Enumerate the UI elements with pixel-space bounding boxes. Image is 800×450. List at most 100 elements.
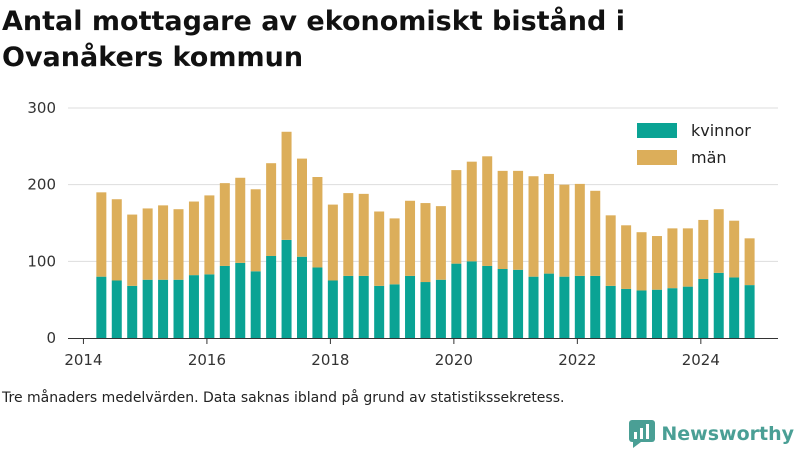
bar-kvinnor (744, 285, 755, 338)
bar-kvinnor (96, 276, 107, 338)
bar-man (559, 184, 570, 277)
bar-man (142, 208, 153, 280)
bar-kvinnor (250, 271, 261, 338)
bar-kvinnor (343, 275, 354, 338)
bar-kvinnor (173, 279, 184, 338)
x-axis: 2014 2016 2018 2020 2022 2024 (64, 338, 778, 369)
bar-kvinnor (590, 275, 601, 338)
bar-man (327, 204, 338, 281)
bar-man (266, 163, 277, 256)
y-axis-ticks: 0 100 200 300 (27, 99, 56, 347)
bar-man (389, 218, 400, 285)
y-tick-label: 200 (27, 176, 56, 194)
bar-man (636, 232, 647, 291)
bar-kvinnor (451, 263, 462, 338)
bar-man (296, 158, 307, 257)
bar-kvinnor (204, 274, 215, 338)
bar-man (219, 183, 230, 266)
legend-label: kvinnor (691, 121, 751, 140)
bar-kvinnor (574, 275, 585, 338)
bar-kvinnor (405, 275, 416, 338)
y-tick-label: 0 (46, 329, 56, 347)
bar-man (281, 131, 292, 240)
bar-kvinnor (435, 279, 446, 338)
bar-man (111, 199, 122, 281)
bar-man (651, 236, 662, 290)
bar-man (188, 201, 199, 276)
x-tick-label: 2024 (682, 351, 720, 369)
x-tick-label: 2022 (558, 351, 596, 369)
legend-label: män (691, 148, 727, 167)
bar-man (574, 183, 585, 276)
newsworthy-logo-icon (629, 420, 656, 448)
bar-man (250, 189, 261, 272)
footnote: Tre månaders medelvärden. Data saknas ib… (2, 390, 565, 406)
bar-man (173, 209, 184, 280)
bar-kvinnor (312, 267, 323, 338)
y-tick-label: 300 (27, 99, 56, 117)
bar-man (204, 195, 215, 275)
bar-man (590, 190, 601, 276)
bar-kvinnor (543, 273, 554, 338)
y-tick-label: 100 (27, 252, 56, 270)
bar-man (235, 177, 246, 263)
bar-kvinnor (636, 290, 647, 338)
bar-kvinnor (235, 262, 246, 338)
bar-man (374, 211, 385, 286)
bar-man (667, 228, 678, 289)
bar-man (343, 193, 354, 276)
bar-kvinnor (651, 289, 662, 338)
bars (96, 131, 755, 338)
bar-kvinnor (482, 265, 493, 338)
bar-man (127, 214, 138, 286)
bar-kvinnor (142, 279, 153, 338)
bar-man (605, 215, 616, 286)
bar-man (405, 200, 416, 276)
bar-man (729, 220, 740, 278)
bar-man (312, 177, 323, 268)
bar-man (513, 170, 524, 270)
bar-kvinnor (667, 288, 678, 338)
bar-kvinnor (513, 269, 524, 338)
bar-kvinnor (374, 285, 385, 338)
bar-kvinnor (497, 269, 508, 338)
legend-swatch (637, 150, 677, 165)
bar-kvinnor (698, 278, 709, 338)
bar-man (528, 176, 539, 277)
bar-kvinnor (389, 284, 400, 338)
bar-kvinnor (420, 282, 431, 338)
bar-kvinnor (127, 285, 138, 338)
legend-swatch (637, 123, 677, 138)
bar-man (158, 205, 169, 280)
bar-man (713, 209, 724, 273)
bar-kvinnor (327, 280, 338, 338)
bar-man (466, 161, 477, 262)
bar-man (497, 170, 508, 269)
bar-man (451, 170, 462, 264)
bar-man (420, 203, 431, 283)
bar-kvinnor (729, 277, 740, 338)
bar-man (96, 192, 107, 277)
bar-kvinnor (158, 279, 169, 338)
brand-logo[interactable]: Newsworthy (629, 419, 794, 449)
bar-kvinnor (713, 272, 724, 338)
bar-man (543, 173, 554, 274)
legend: kvinnor män (637, 121, 751, 167)
bar-man (682, 228, 693, 287)
bar-kvinnor (296, 256, 307, 338)
bar-kvinnor (682, 286, 693, 338)
bar-kvinnor (281, 239, 292, 338)
bar-kvinnor (188, 275, 199, 338)
bar-man (358, 193, 369, 276)
bar-kvinnor (466, 261, 477, 338)
bar-man (435, 206, 446, 280)
bar-kvinnor (358, 275, 369, 338)
page-title: Antal mottagare av ekonomiskt bistånd i … (2, 6, 625, 73)
bar-man (744, 238, 755, 286)
bar-kvinnor (605, 285, 616, 338)
bar-kvinnor (111, 280, 122, 338)
brand-name: Newsworthy (661, 423, 794, 445)
x-tick-label: 2016 (188, 351, 226, 369)
bar-kvinnor (559, 276, 570, 338)
